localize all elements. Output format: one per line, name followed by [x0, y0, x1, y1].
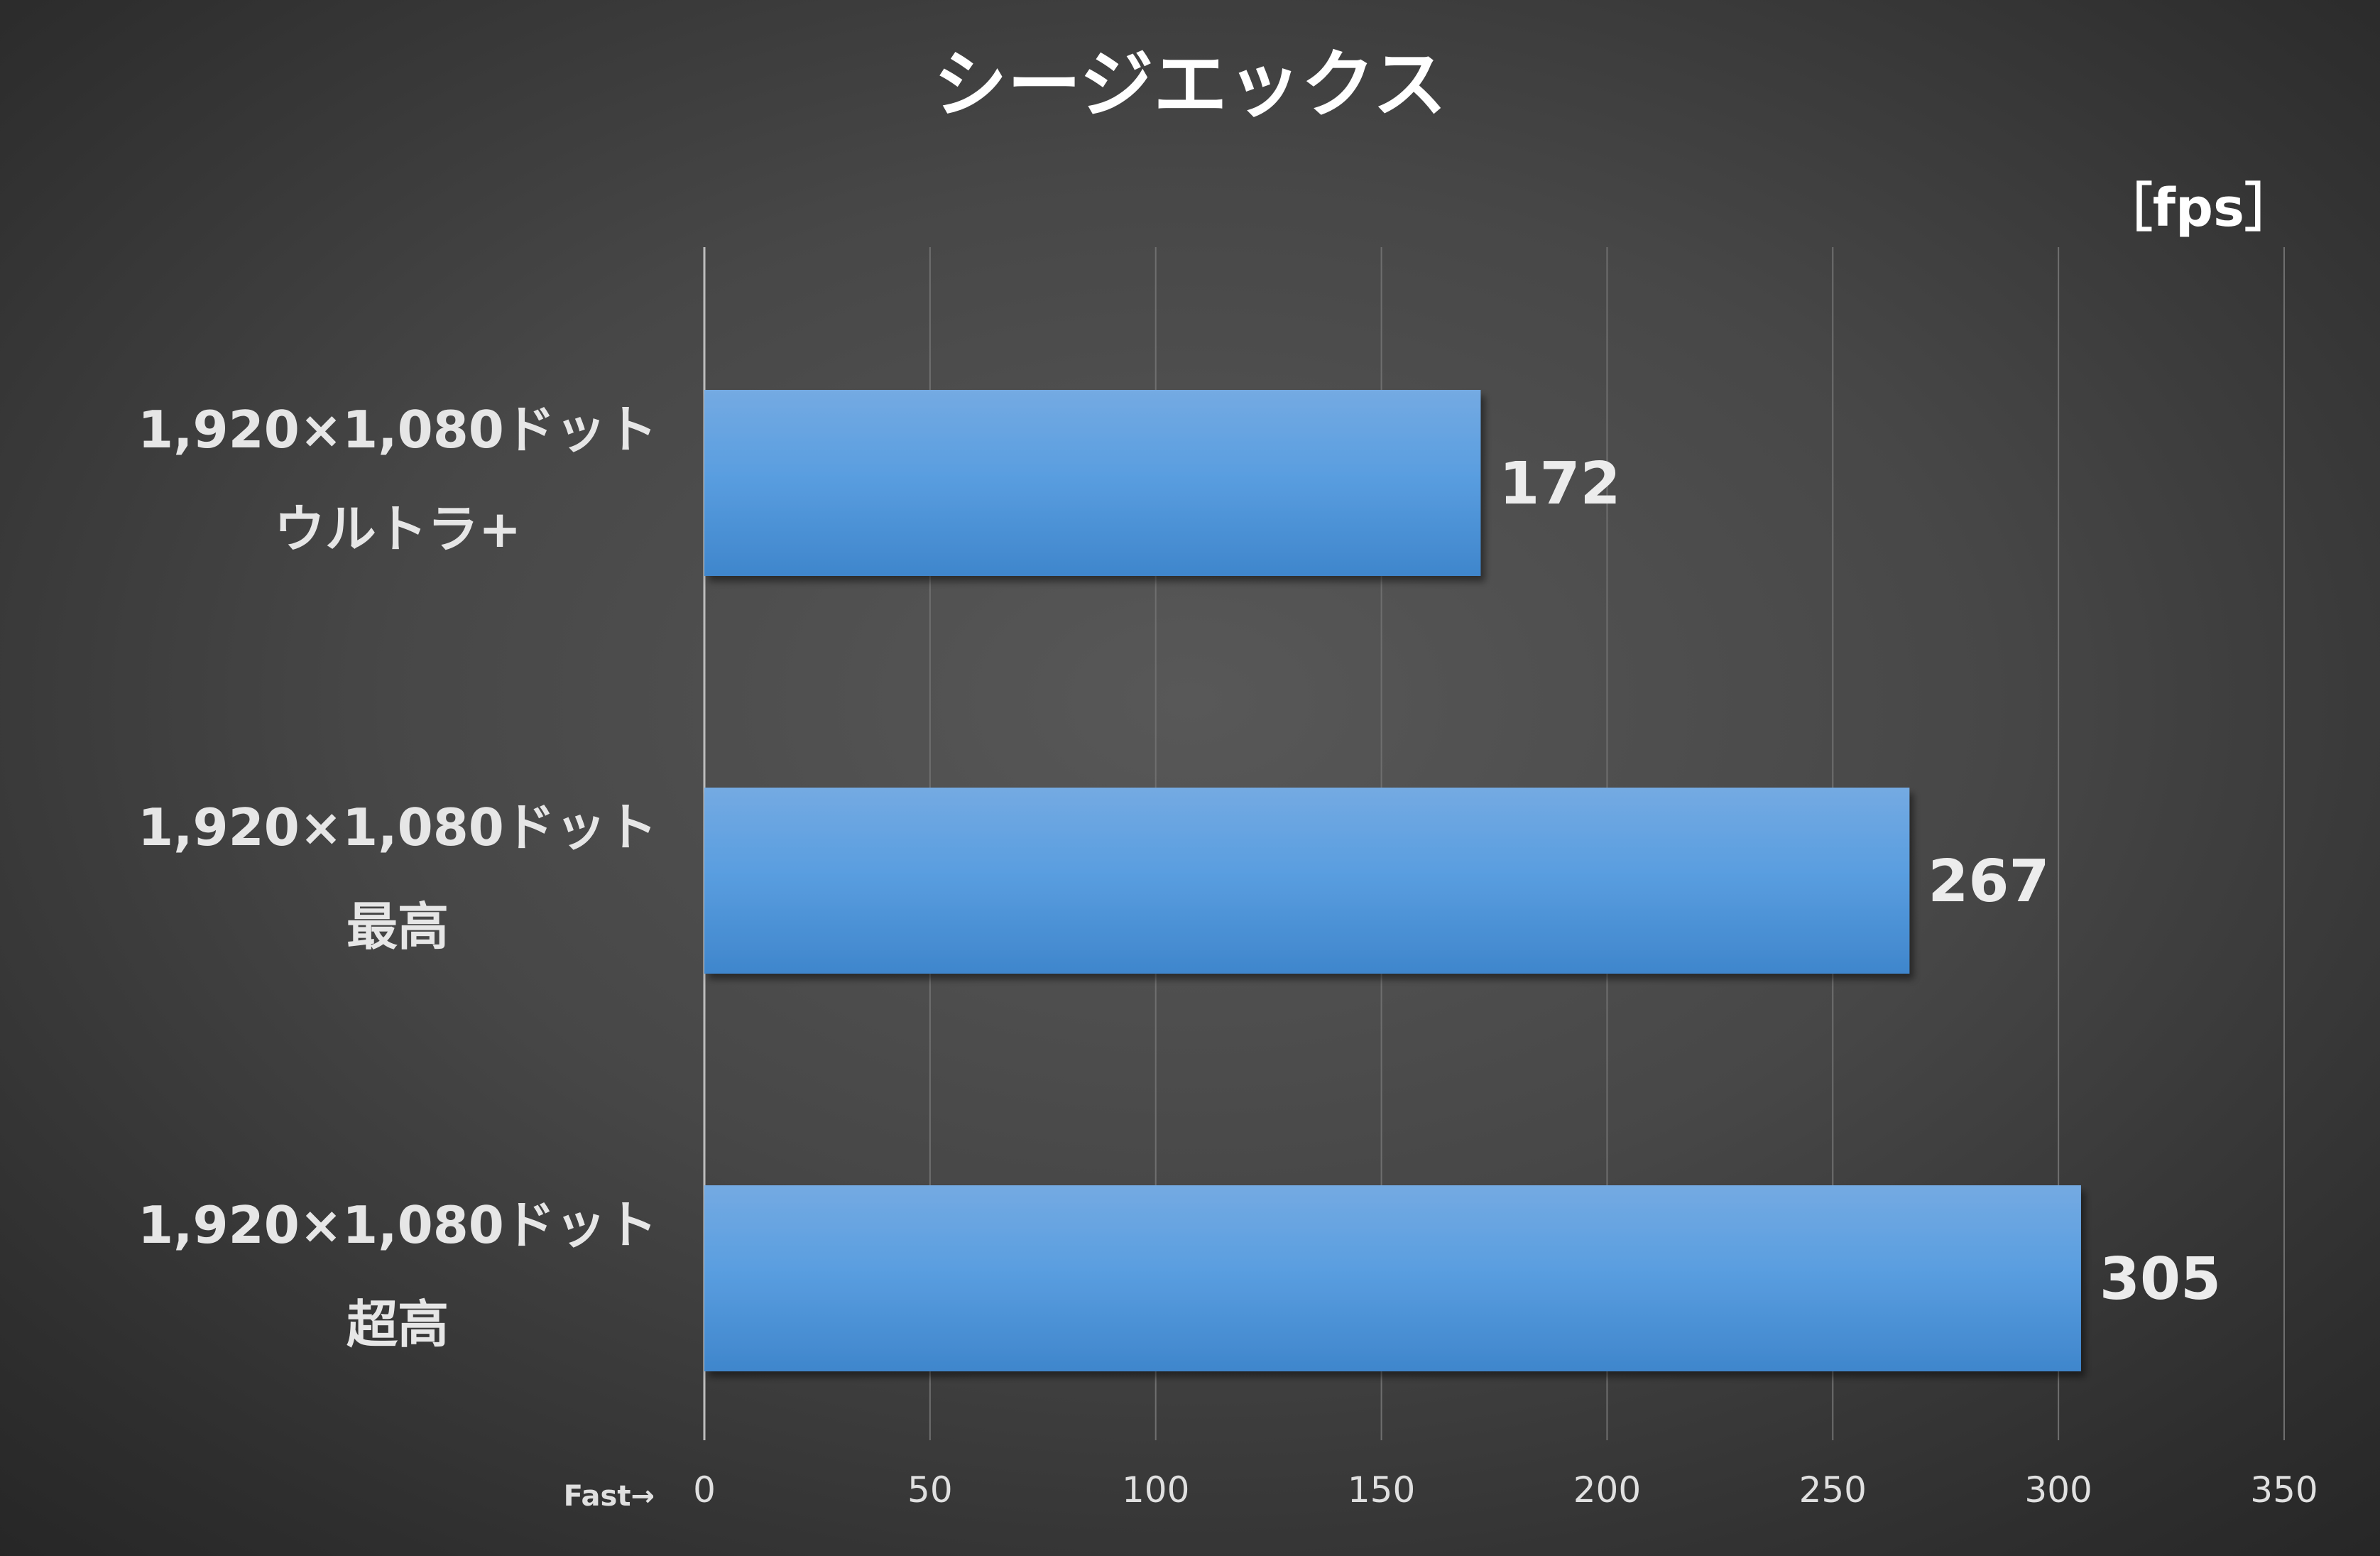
- x-tick-label: 0: [693, 1469, 716, 1511]
- fast-arrow-label: Fast→: [564, 1480, 655, 1513]
- category-label: 1,920×1,080ドット: [138, 400, 657, 459]
- x-tick-label: 150: [1348, 1469, 1415, 1511]
- category-label: 超高: [346, 1295, 449, 1354]
- category-label: 1,920×1,080ドット: [138, 798, 657, 857]
- x-tick-label: 350: [2250, 1469, 2318, 1511]
- unit-label: ［fps］: [2100, 178, 2297, 239]
- bar: [704, 390, 1481, 576]
- chart-title: シージエックス: [934, 41, 1447, 128]
- bar: [704, 788, 1910, 974]
- bar: [704, 1185, 2081, 1371]
- x-tick-label: 50: [907, 1469, 953, 1511]
- x-tick-label: 250: [1799, 1469, 1867, 1511]
- x-tick-label: 100: [1122, 1469, 1189, 1511]
- x-tick-label: 200: [1573, 1469, 1641, 1511]
- x-tick-labels: 0 50 100 150 200 250 300 350: [693, 1469, 2318, 1511]
- data-label: 172: [1499, 450, 1620, 518]
- category-label: ウルトラ+: [274, 499, 521, 559]
- category-label: 1,920×1,080ドット: [138, 1195, 657, 1255]
- data-label: 267: [1928, 848, 2049, 915]
- x-tick-label: 300: [2024, 1469, 2092, 1511]
- data-label: 305: [2100, 1246, 2221, 1313]
- bars: 172 267 305: [704, 390, 2221, 1371]
- category-label: 最高: [346, 897, 449, 957]
